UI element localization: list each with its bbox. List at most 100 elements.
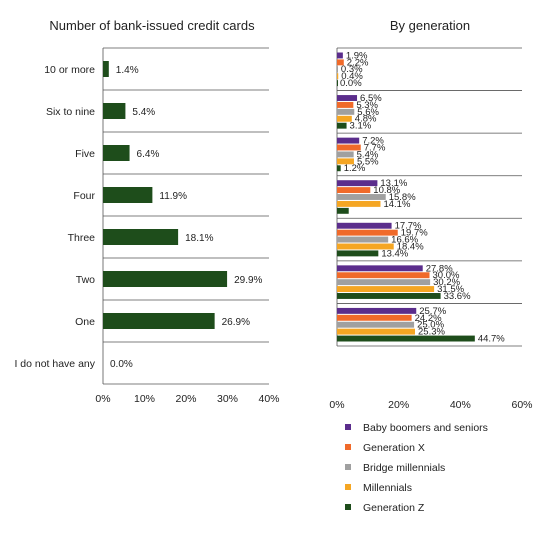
bar (337, 122, 347, 129)
data-label: 25.3% (418, 327, 445, 338)
x-tick-label: 40% (450, 399, 471, 411)
data-label: 30.2% (433, 277, 460, 288)
bar (337, 52, 343, 59)
bar (337, 307, 417, 314)
bar (337, 137, 360, 144)
bar (337, 243, 394, 250)
bar (337, 207, 349, 214)
data-label: 1.2% (344, 163, 366, 174)
category-label: Five (75, 148, 95, 160)
category-label: Six to nine (46, 106, 95, 118)
bar (103, 229, 179, 245)
data-label: 17.7% (395, 221, 422, 232)
bar (337, 59, 344, 66)
bar (337, 144, 361, 151)
data-label: 6.4% (137, 149, 160, 160)
data-label: 25.0% (417, 320, 444, 331)
x-tick-label: 30% (217, 393, 238, 405)
bar (337, 265, 423, 272)
legend-label: Baby boomers and seniors (363, 422, 488, 434)
right-chart: 1.9%2.2%0.3%0.4%0.0% 6.5%5.3%5.6%4.8%3.1%… (329, 47, 533, 411)
data-label: 30.0% (433, 270, 460, 281)
bar (337, 222, 392, 229)
x-tick-label: 0% (329, 399, 344, 411)
legend-label: Generation X (363, 442, 425, 454)
data-label: 5.6% (357, 107, 379, 118)
x-tick-label: 0% (95, 393, 110, 405)
data-label: 26.9% (222, 317, 250, 328)
bar (337, 286, 435, 293)
data-label: 6.5% (360, 93, 382, 104)
data-label: 13.4% (381, 248, 408, 259)
data-label: 18.4% (397, 241, 424, 252)
category-label: Two (76, 274, 95, 286)
bar (337, 187, 371, 194)
legend-swatch (345, 424, 351, 430)
data-label: 15.8% (389, 192, 416, 203)
bar (337, 194, 386, 200)
bar (337, 151, 354, 158)
data-label: 27.8% (426, 263, 453, 274)
bar (337, 279, 431, 286)
bar (337, 158, 354, 165)
data-label: 5.3% (356, 100, 378, 111)
bar (337, 108, 355, 115)
bar (337, 95, 358, 101)
x-tick-label: 40% (258, 393, 279, 405)
category-label: I do not have any (14, 358, 95, 370)
legend-label: Generation Z (363, 502, 425, 514)
data-label: 25.7% (419, 306, 446, 317)
data-label: 4.8% (355, 114, 377, 125)
bar (103, 145, 130, 161)
bar (103, 313, 215, 329)
data-label: 24.2% (415, 313, 442, 324)
data-label: 33.6% (444, 291, 471, 302)
bar (337, 335, 475, 342)
bar (337, 165, 341, 172)
bar (103, 61, 109, 77)
bar (337, 200, 381, 207)
legend-swatch (345, 484, 351, 490)
data-label: 16.6% (391, 235, 418, 246)
category-label: 10 or more (44, 64, 95, 76)
bar (337, 229, 398, 236)
bar (337, 272, 430, 279)
data-label: 1.4% (116, 65, 139, 76)
bar (337, 236, 389, 243)
x-tick-label: 20% (175, 393, 196, 405)
data-label: 31.5% (437, 284, 464, 295)
x-tick-label: 60% (511, 399, 532, 411)
category-label: Three (68, 232, 96, 244)
bar (337, 314, 412, 321)
legend-label: Bridge millennials (363, 462, 445, 474)
bar (337, 115, 352, 122)
bar (337, 80, 338, 87)
legend-swatch (345, 504, 351, 510)
bar (103, 103, 126, 119)
bar (337, 328, 416, 335)
bar (337, 101, 354, 108)
data-label: 29.9% (234, 275, 262, 286)
bar (103, 271, 228, 287)
bar (337, 321, 415, 328)
data-label: 11.9% (159, 191, 187, 202)
bar (337, 66, 338, 73)
data-label: 0.0% (340, 78, 362, 89)
category-label: Four (73, 190, 95, 202)
data-label: 19.7% (401, 228, 428, 239)
data-label: 13.1% (380, 178, 407, 189)
data-label: 1.9% (346, 50, 368, 61)
data-label: 0.4% (341, 71, 363, 82)
data-label: 7.7% (364, 142, 386, 153)
right-chart-title: By generation (390, 18, 470, 33)
data-label: 0.3% (341, 64, 363, 75)
legend-swatch (345, 464, 351, 470)
data-label: 2.2% (347, 57, 369, 68)
data-label: 14.1% (383, 199, 410, 210)
legend-label: Millennials (363, 482, 412, 494)
data-label: 10.8% (373, 185, 400, 196)
left-chart: 10 or more 1.4% Six to nine 5.4% Five 6.4% Fou… (14, 47, 280, 405)
bar (103, 187, 153, 203)
data-label: 7.2% (362, 136, 384, 147)
